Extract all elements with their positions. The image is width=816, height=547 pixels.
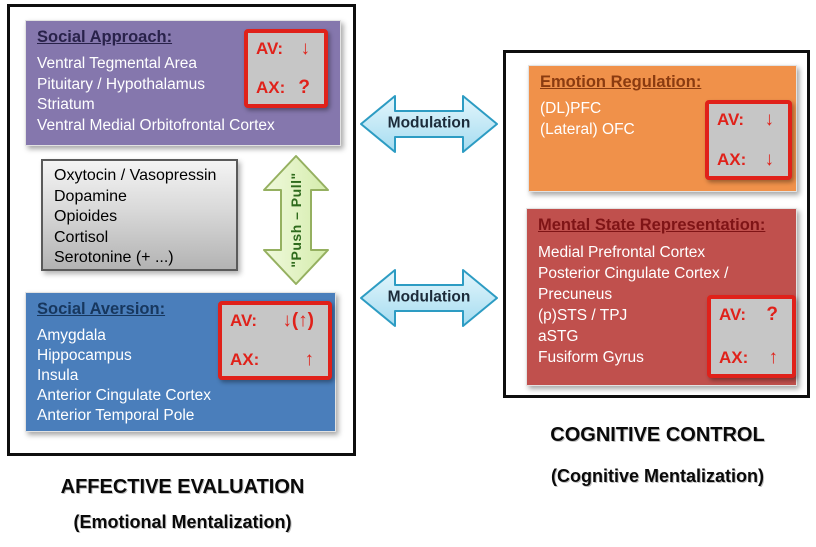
down-arrow-icon: ↓ — [764, 149, 775, 170]
av-label: AV: — [719, 305, 747, 324]
social-aversion-region-list: Amygdala Hippocampus Insula Anterior Cingul… — [37, 326, 324, 426]
affective-evaluation-caption: AFFECTIVE EVALUATION — [60, 476, 305, 498]
brain-region: Ventral Tegmental Area — [37, 55, 197, 72]
ax-row: AX: ↓ — [717, 149, 780, 171]
neurotransmitter: Serotonine (+ ...) — [54, 249, 174, 266]
av-label: AV: — [256, 39, 284, 58]
double-arrow-vertical-icon — [263, 155, 329, 285]
social-approach-box: Social Approach: Ventral Tegmental Area P… — [25, 20, 341, 146]
cognitive-control-frame: Emotion Regulation: (DL)PFC (Lateral) OFC… — [503, 50, 810, 398]
av-row: AV: ↓ — [256, 38, 316, 60]
ax-label: AX: — [719, 348, 749, 367]
cognitive-control-caption: COGNITIVE CONTROL — [550, 424, 765, 446]
brain-region: (Lateral) OFC — [540, 120, 635, 138]
mental-state-representation-title: Mental State Representation: — [538, 216, 766, 234]
brain-region: Fusiform Gyrus — [538, 349, 644, 366]
affective-evaluation-frame: Social Approach: Ventral Tegmental Area P… — [7, 4, 356, 456]
social-approach-title: Social Approach: — [37, 28, 173, 46]
question-mark: ? — [298, 77, 310, 98]
av-label: AV: — [230, 311, 258, 330]
avax-box-emotion-regulation: AV: ↓ AX: ↓ — [705, 100, 792, 180]
av-row: AV: ? — [719, 304, 784, 326]
cognitive-mentalization-caption: (Cognitive Mentalization) — [551, 466, 764, 486]
push-pull-label: "Push – Pull" — [288, 172, 304, 268]
emotion-regulation-title: Emotion Regulation: — [540, 73, 702, 91]
modulation-arrow-top: Modulation — [359, 92, 499, 156]
brain-region: (DL)PFC — [540, 100, 602, 117]
up-arrow-icon: ↑ — [304, 349, 315, 370]
modulation-arrow-bottom: Modulation — [359, 266, 499, 330]
av-row: AV: ↓ — [717, 109, 780, 131]
brain-region: Amygdala — [37, 327, 106, 344]
push-pull-arrow: "Push – Pull" — [261, 154, 331, 286]
up-arrow-icon: ↑ — [768, 347, 779, 368]
ax-row: AX: ↑ — [230, 349, 320, 371]
avax-box-social-approach: AV: ↓ AX: ? — [244, 29, 328, 108]
emotion-regulation-region-list: (DL)PFC (Lateral) OFC — [540, 99, 785, 140]
mental-state-region-list: Medial Prefrontal Cortex Posterior Cingul… — [538, 242, 785, 368]
ax-label: AX: — [256, 78, 286, 97]
mental-state-representation-box: Mental State Representation: Medial Pref… — [526, 208, 797, 386]
social-approach-region-list: Ventral Tegmental Area Pituitary / Hypoth… — [37, 54, 329, 136]
neurotransmitter: Oxytocin / Vasopressin — [54, 167, 217, 184]
brain-region: aSTG — [538, 328, 579, 345]
av-label: AV: — [717, 110, 745, 129]
ax-label: AX: — [717, 150, 747, 169]
double-arrow-horizontal-icon — [360, 95, 498, 153]
av-row: AV: ↓(↑) — [230, 310, 320, 332]
brain-region: Anterior Temporal Pole — [37, 407, 195, 424]
brain-region: Medial Prefrontal Cortex — [538, 244, 706, 261]
down-arrow-icon: ↓ — [300, 38, 311, 59]
brain-region: Striatum — [37, 96, 95, 113]
modulation-label: Modulation — [387, 288, 471, 306]
neurotransmitter: Opioides — [54, 208, 118, 225]
social-aversion-box: Social Aversion: Amygdala Hippocampus Insu… — [25, 292, 336, 432]
brain-region: Precuneus — [538, 286, 613, 303]
double-arrow-horizontal-icon — [360, 269, 498, 327]
brain-region: Posterior Cingulate Cortex / — [538, 265, 729, 282]
question-mark: ? — [766, 304, 778, 325]
brain-region: Insula — [37, 367, 79, 384]
down-up-arrow-icon: ↓(↑) — [282, 310, 314, 331]
neurotransmitter: Dopamine — [54, 187, 127, 205]
ax-row: AX: ? — [256, 77, 316, 99]
brain-region: Ventral Medial Orbitofrontal Cortex — [37, 116, 275, 134]
brain-region: Hippocampus — [37, 347, 132, 364]
emotion-regulation-box: Emotion Regulation: (DL)PFC (Lateral) OFC… — [528, 65, 797, 192]
emotional-mentalization-caption: (Emotional Mentalization) — [73, 512, 292, 532]
ax-label: AX: — [230, 350, 260, 369]
avax-box-social-aversion: AV: ↓(↑) AX: ↑ — [218, 301, 332, 380]
avax-box-mental-state: AV: ? AX: ↑ — [707, 295, 796, 378]
social-aversion-title: Social Aversion: — [37, 300, 166, 318]
brain-region: (p)STS / TPJ — [538, 307, 628, 324]
neurotransmitter: Cortisol — [54, 228, 109, 246]
modulation-label: Modulation — [387, 114, 471, 132]
down-arrow-icon: ↓ — [764, 109, 775, 130]
brain-region: Pituitary / Hypothalamus — [37, 75, 205, 93]
ax-row: AX: ↑ — [719, 347, 784, 369]
neurotransmitter-box: Oxytocin / Vasopressin Dopamine Opioides Co… — [41, 159, 238, 271]
brain-region: Anterior Cingulate Cortex — [37, 387, 212, 404]
